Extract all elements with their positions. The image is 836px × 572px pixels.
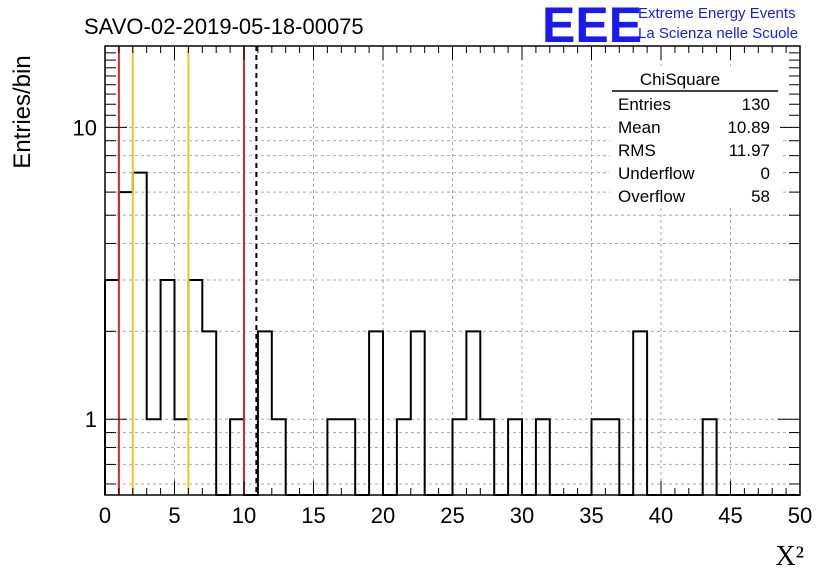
y-axis-label: Entries/bin (9, 55, 36, 168)
x-axis-label: X² (775, 541, 804, 572)
marker-lines (117, 46, 258, 495)
y-tick-label: 1 (85, 407, 97, 432)
histogram-bin (703, 419, 717, 495)
stats-label: Underflow (618, 164, 695, 183)
x-tick-label: 35 (579, 503, 603, 528)
histogram-bin (453, 419, 467, 495)
x-tick-label: 40 (649, 503, 673, 528)
histogram-bin (147, 419, 161, 495)
x-tick-label: 25 (440, 503, 464, 528)
histogram-bin (633, 331, 647, 495)
histogram-bin (202, 331, 216, 495)
x-tick-label: 45 (718, 503, 742, 528)
stats-label: RMS (618, 141, 656, 160)
histogram-bin (188, 280, 202, 495)
stats-box: ChiSquare Entries 130 Mean 10.89 RMS 11.97 Und… (610, 66, 780, 208)
histogram-outline (104, 171, 800, 496)
histogram-bin (369, 331, 383, 495)
histogram-bin (119, 192, 133, 495)
histogram-bin (341, 419, 355, 495)
x-tick-label: 10 (232, 503, 256, 528)
stats-value: 11.97 (729, 141, 770, 160)
histogram-bin (272, 419, 286, 495)
grid-lines (105, 46, 800, 495)
stats-box-bg (610, 66, 780, 208)
stats-value: 10.89 (727, 118, 770, 137)
histogram-bin (258, 331, 272, 495)
histogram-bin (466, 331, 480, 495)
stats-value: 0 (761, 164, 770, 183)
stats-label: Mean (618, 118, 661, 137)
x-tick-label: 50 (788, 503, 812, 528)
histogram-bin (230, 419, 244, 495)
eee-line2: La Scienza nelle Scuole (638, 25, 798, 42)
y-tick-label: 10 (73, 115, 97, 140)
x-tick-label: 30 (510, 503, 534, 528)
eee-line1: Extreme Energy Events (638, 5, 796, 22)
x-tick-label: 5 (168, 503, 180, 528)
histogram-bin (133, 173, 147, 495)
histogram-bin (480, 419, 494, 495)
x-tick-label: 0 (99, 503, 111, 528)
eee-logo-text: EEE (542, 0, 642, 53)
histogram-bin (411, 331, 425, 495)
x-tick-label: 20 (371, 503, 395, 528)
y-ticks: 1 10 (73, 52, 800, 485)
histogram-bars (104, 171, 800, 496)
histogram-bin (175, 419, 189, 495)
histogram-bin (105, 280, 119, 495)
x-ticks: 0 5 10 15 20 25 30 35 40 45 50 (99, 46, 812, 528)
histogram-bin (536, 419, 550, 495)
histogram-bin (605, 419, 619, 495)
stats-value: 130 (742, 95, 770, 114)
chart-title: SAVO-02-2019-05-18-00075 (84, 14, 364, 39)
histogram-bin (592, 419, 606, 495)
histogram-bin (327, 419, 341, 495)
eee-logo: EEE Extreme Energy Events La Scienza nel… (542, 0, 798, 53)
stats-label: Overflow (618, 187, 686, 206)
stats-label: Entries (618, 95, 671, 114)
histogram-bin (508, 419, 522, 495)
x-tick-label: 15 (301, 503, 325, 528)
histogram-bin (397, 419, 411, 495)
stats-value: 58 (751, 187, 770, 206)
stats-box-title: ChiSquare (640, 70, 720, 89)
histogram-bin (161, 280, 175, 495)
